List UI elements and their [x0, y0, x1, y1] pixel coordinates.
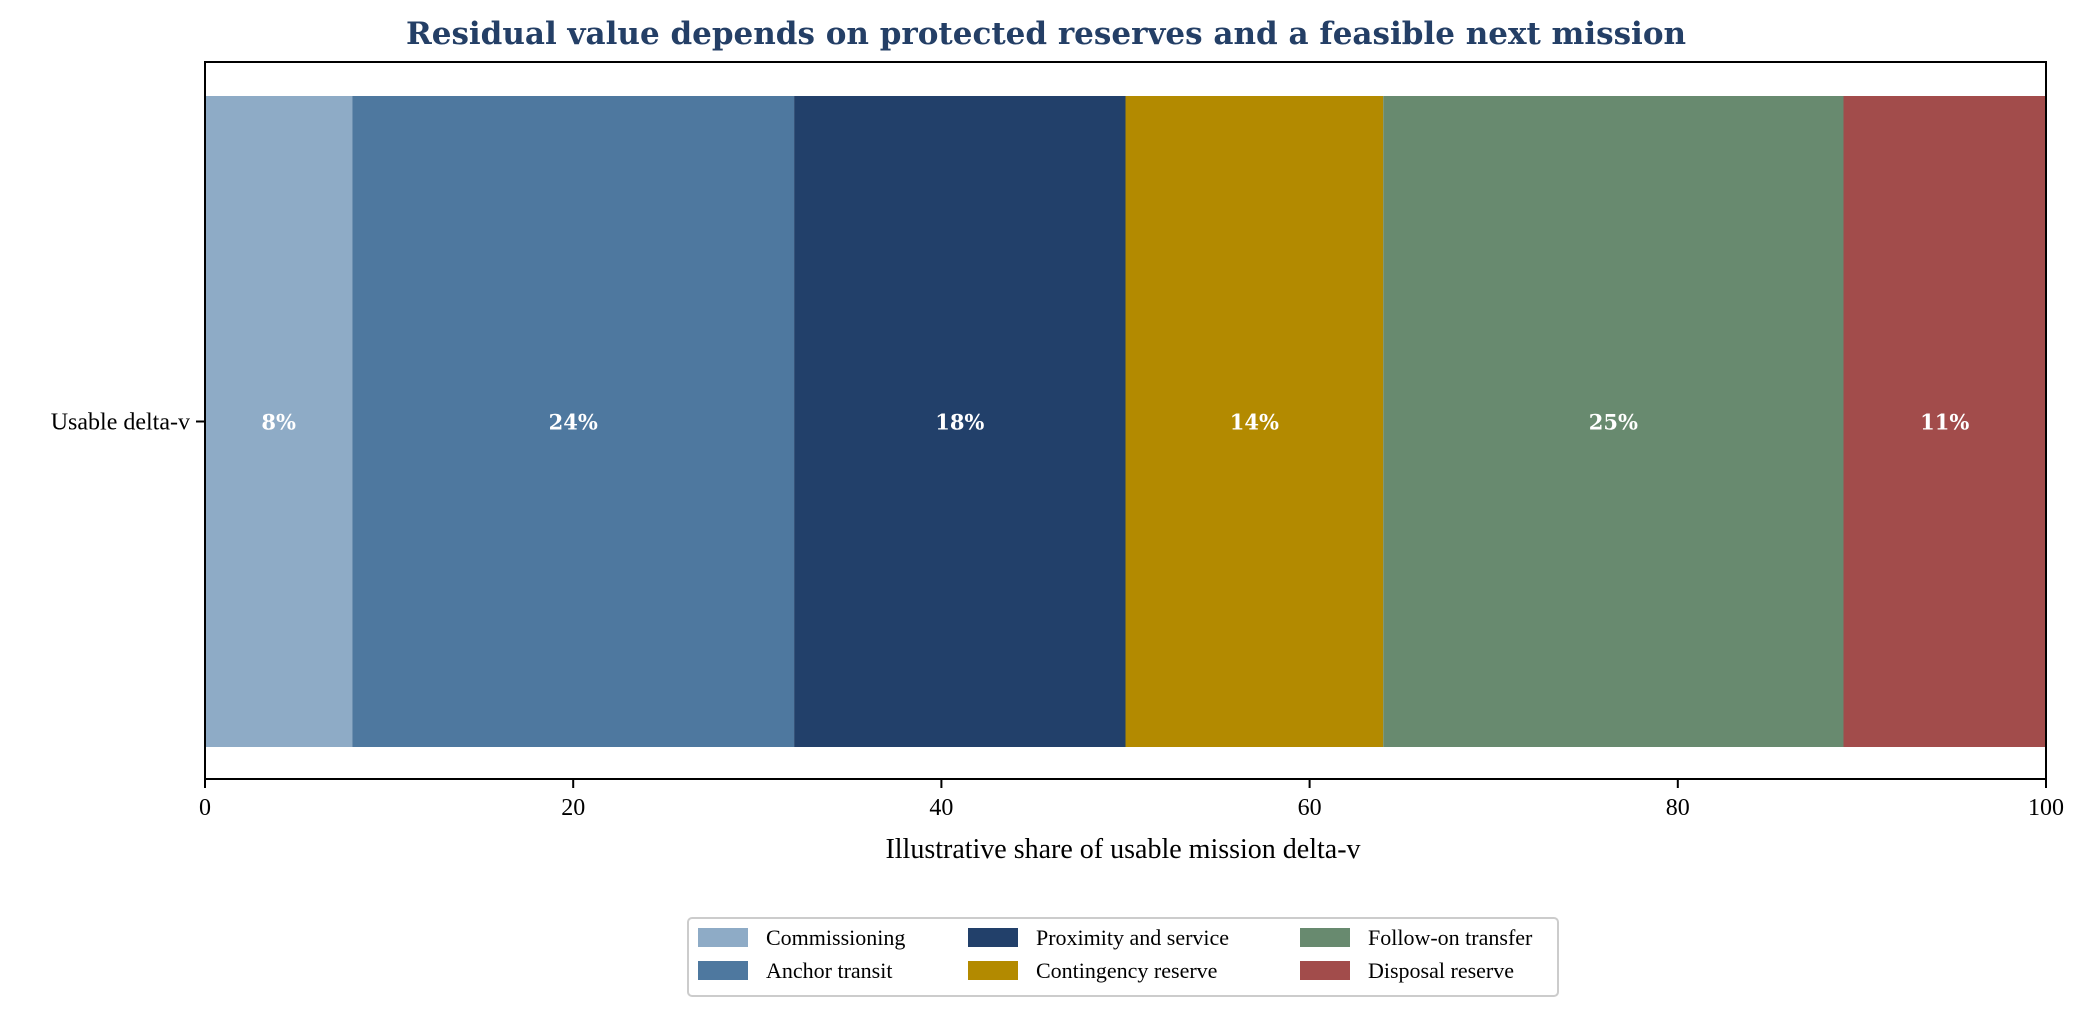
data-label-2: 24%	[549, 410, 598, 435]
legend-label-3: Proximity and service	[1036, 925, 1229, 950]
bar-segment-6	[1843, 96, 2046, 747]
chart-title: Residual value depends on protected rese…	[406, 16, 1686, 52]
y-tick-label: Usable delta-v	[51, 410, 190, 436]
bar-segment-5	[1383, 96, 1844, 747]
legend-swatch-5	[1300, 928, 1350, 947]
bar-segment-3	[794, 96, 1126, 747]
x-tick-label: 80	[1666, 795, 1690, 821]
x-tick-label: 0	[199, 795, 211, 821]
legend-swatch-2	[698, 961, 748, 980]
legend-swatch-1	[698, 928, 748, 947]
data-label-6: 11%	[1920, 410, 1969, 435]
x-tick-label: 60	[1298, 795, 1322, 821]
data-label-4: 14%	[1230, 410, 1279, 435]
legend-label-1: Commissioning	[766, 925, 905, 950]
legend: Commissioning Anchor transit Proximity and…	[687, 917, 1559, 997]
legend-swatch-3	[968, 928, 1018, 947]
data-label-1: 8%	[261, 410, 296, 435]
x-axis: 0 20 40 60 80 100	[199, 779, 2064, 821]
data-label-3: 18%	[935, 410, 984, 435]
legend-label-5: Follow-on transfer	[1368, 925, 1533, 950]
x-tick-label: 100	[2028, 795, 2064, 821]
data-label-5: 25%	[1589, 410, 1638, 435]
legend-swatch-4	[968, 961, 1018, 980]
x-tick-label: 40	[929, 795, 953, 821]
y-axis: Usable delta-v	[51, 410, 205, 436]
bar-segment-1	[205, 96, 353, 747]
bar-segment-2	[352, 96, 795, 747]
plot-area: 8% 24% 18% 14% 25% 11%	[204, 61, 2047, 780]
legend-label-6: Disposal reserve	[1368, 958, 1514, 983]
bar-segment-4	[1125, 96, 1384, 747]
legend-label-4: Contingency reserve	[1036, 958, 1217, 983]
legend-label-2: Anchor transit	[766, 958, 892, 983]
x-tick-label: 20	[561, 795, 585, 821]
x-axis-label: Illustrative share of usable mission del…	[885, 834, 1360, 865]
legend-swatch-6	[1300, 961, 1350, 980]
